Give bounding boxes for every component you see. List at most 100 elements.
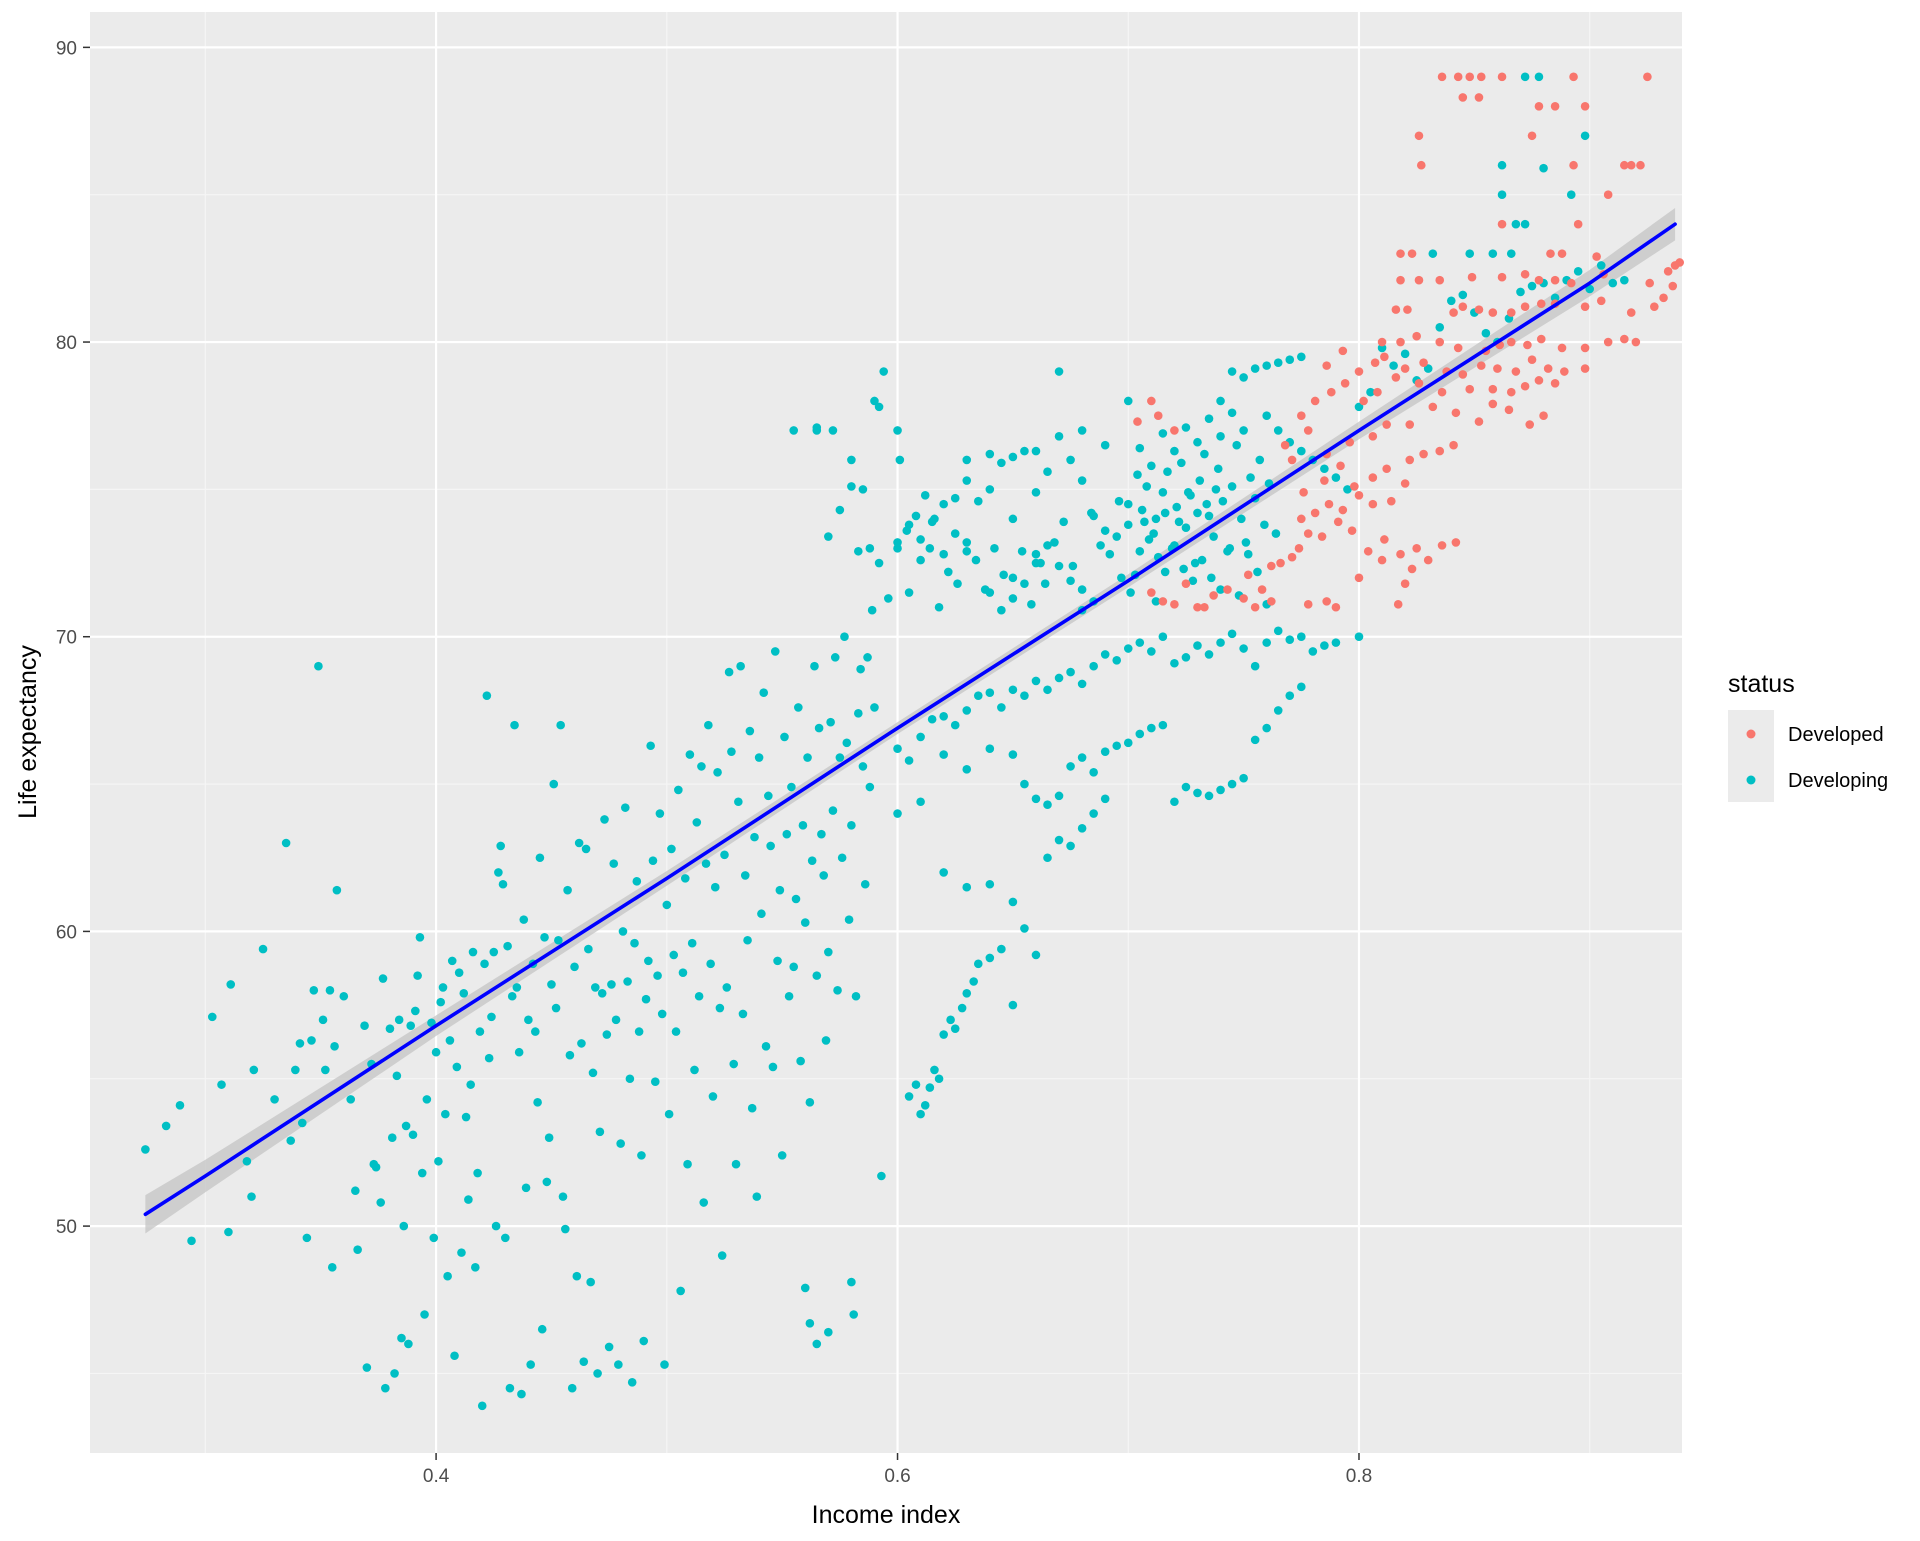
data-point-developed bbox=[1359, 396, 1368, 406]
data-point-developed bbox=[1458, 93, 1468, 102]
data-point-developing bbox=[314, 661, 323, 671]
data-point-developed bbox=[1449, 308, 1458, 317]
data-point-developing bbox=[743, 935, 752, 945]
data-point-developing bbox=[445, 1036, 455, 1045]
data-point-developing bbox=[916, 1109, 925, 1119]
data-point-developing bbox=[874, 402, 884, 412]
data-point-developed bbox=[1566, 278, 1576, 288]
data-point-developing bbox=[224, 1227, 233, 1237]
x-tick-label: 0.6 bbox=[884, 1466, 910, 1487]
data-point-developed bbox=[1453, 343, 1463, 353]
data-point-developing bbox=[1511, 219, 1521, 229]
data-point-developing bbox=[447, 956, 457, 966]
data-point-developing bbox=[997, 605, 1006, 615]
data-point-developing bbox=[916, 535, 925, 544]
data-point-developing bbox=[798, 821, 808, 830]
data-point-developing bbox=[840, 632, 849, 642]
data-point-developing bbox=[775, 885, 785, 895]
regression-line-layer bbox=[143, 222, 1677, 1217]
data-point-developing bbox=[1250, 661, 1260, 671]
data-point-developing bbox=[482, 691, 492, 700]
data-point-developing bbox=[1054, 367, 1064, 376]
data-point-developing bbox=[997, 458, 1006, 468]
data-point-developing bbox=[662, 900, 672, 910]
data-point-developing bbox=[1320, 464, 1329, 474]
data-point-developing bbox=[510, 720, 519, 730]
data-point-developing bbox=[1202, 499, 1212, 509]
data-point-developing bbox=[413, 971, 422, 980]
data-point-developing bbox=[835, 505, 845, 515]
data-point-developing bbox=[325, 986, 335, 995]
data-point-developing bbox=[353, 1245, 362, 1254]
data-point-developing bbox=[939, 1030, 948, 1039]
data-point-developed bbox=[1527, 355, 1537, 365]
data-point-developing bbox=[738, 1009, 748, 1019]
data-point-developing bbox=[376, 1198, 386, 1207]
data-point-developed bbox=[1303, 600, 1313, 609]
data-point-developing bbox=[1227, 629, 1237, 639]
data-point-developing bbox=[1160, 567, 1170, 577]
data-point-developing bbox=[1297, 352, 1306, 362]
data-point-developing bbox=[777, 1151, 787, 1160]
data-point-developed bbox=[1423, 555, 1433, 565]
data-point-developed bbox=[1354, 573, 1364, 583]
data-point-developing bbox=[563, 885, 572, 895]
data-point-developing bbox=[1596, 261, 1606, 270]
data-point-developing bbox=[1031, 794, 1041, 804]
data-point-developing bbox=[879, 367, 888, 376]
data-point-developed bbox=[1546, 249, 1555, 258]
data-point-developing bbox=[249, 1065, 259, 1075]
data-point-developing bbox=[595, 1127, 605, 1137]
data-point-developing bbox=[572, 1271, 582, 1281]
data-point-developing bbox=[1183, 488, 1193, 497]
data-point-developing bbox=[620, 803, 630, 812]
data-point-developed bbox=[1474, 93, 1484, 102]
data-point-developed bbox=[1620, 334, 1629, 344]
data-point-developing bbox=[1054, 673, 1064, 683]
data-point-developing bbox=[920, 490, 930, 500]
data-point-developing bbox=[867, 605, 877, 615]
data-point-developed bbox=[1534, 275, 1544, 285]
data-point-developing bbox=[611, 1015, 621, 1025]
data-point-developed bbox=[1603, 337, 1613, 347]
data-point-developing bbox=[1158, 720, 1168, 730]
data-point-developed bbox=[1299, 488, 1308, 497]
data-point-developed bbox=[1257, 585, 1267, 594]
data-point-developing bbox=[1096, 541, 1105, 550]
data-point-developing bbox=[1031, 446, 1041, 456]
data-point-developed bbox=[1354, 490, 1364, 500]
data-point-developing bbox=[1262, 411, 1271, 421]
data-point-developed bbox=[1193, 602, 1202, 612]
data-point-developed bbox=[1400, 479, 1410, 488]
data-point-developed bbox=[1294, 544, 1304, 553]
data-point-developing bbox=[1343, 485, 1352, 494]
data-point-developing bbox=[526, 1360, 535, 1369]
data-point-developing bbox=[443, 1271, 452, 1281]
data-point-developing bbox=[1190, 558, 1200, 568]
data-point-developing bbox=[1239, 773, 1248, 783]
data-point-developed bbox=[1506, 337, 1516, 347]
data-point-developing bbox=[851, 991, 861, 1001]
data-point-developing bbox=[1077, 753, 1087, 762]
data-point-developing bbox=[925, 544, 935, 553]
data-point-developing bbox=[1204, 791, 1214, 801]
data-point-developing bbox=[258, 944, 268, 954]
data-point-developing bbox=[530, 1027, 540, 1036]
data-point-developing bbox=[660, 1360, 669, 1369]
data-point-developed bbox=[1419, 358, 1428, 367]
data-point-developing bbox=[1193, 641, 1202, 650]
data-point-developing bbox=[1123, 520, 1133, 530]
data-point-developed bbox=[1458, 302, 1468, 311]
data-point-developing bbox=[1262, 723, 1271, 733]
data-point-developing bbox=[1170, 797, 1179, 807]
data-point-developing bbox=[985, 953, 995, 963]
data-point-developing bbox=[1020, 446, 1029, 456]
data-point-developing bbox=[1253, 567, 1262, 577]
data-point-developed bbox=[1310, 508, 1320, 518]
data-point-developing bbox=[877, 1171, 886, 1181]
data-point-developed bbox=[1322, 361, 1331, 370]
y-tick-label: 50 bbox=[56, 1217, 77, 1238]
data-point-developed bbox=[1338, 505, 1348, 515]
data-point-developed bbox=[1520, 269, 1530, 279]
data-point-developing bbox=[824, 532, 833, 541]
